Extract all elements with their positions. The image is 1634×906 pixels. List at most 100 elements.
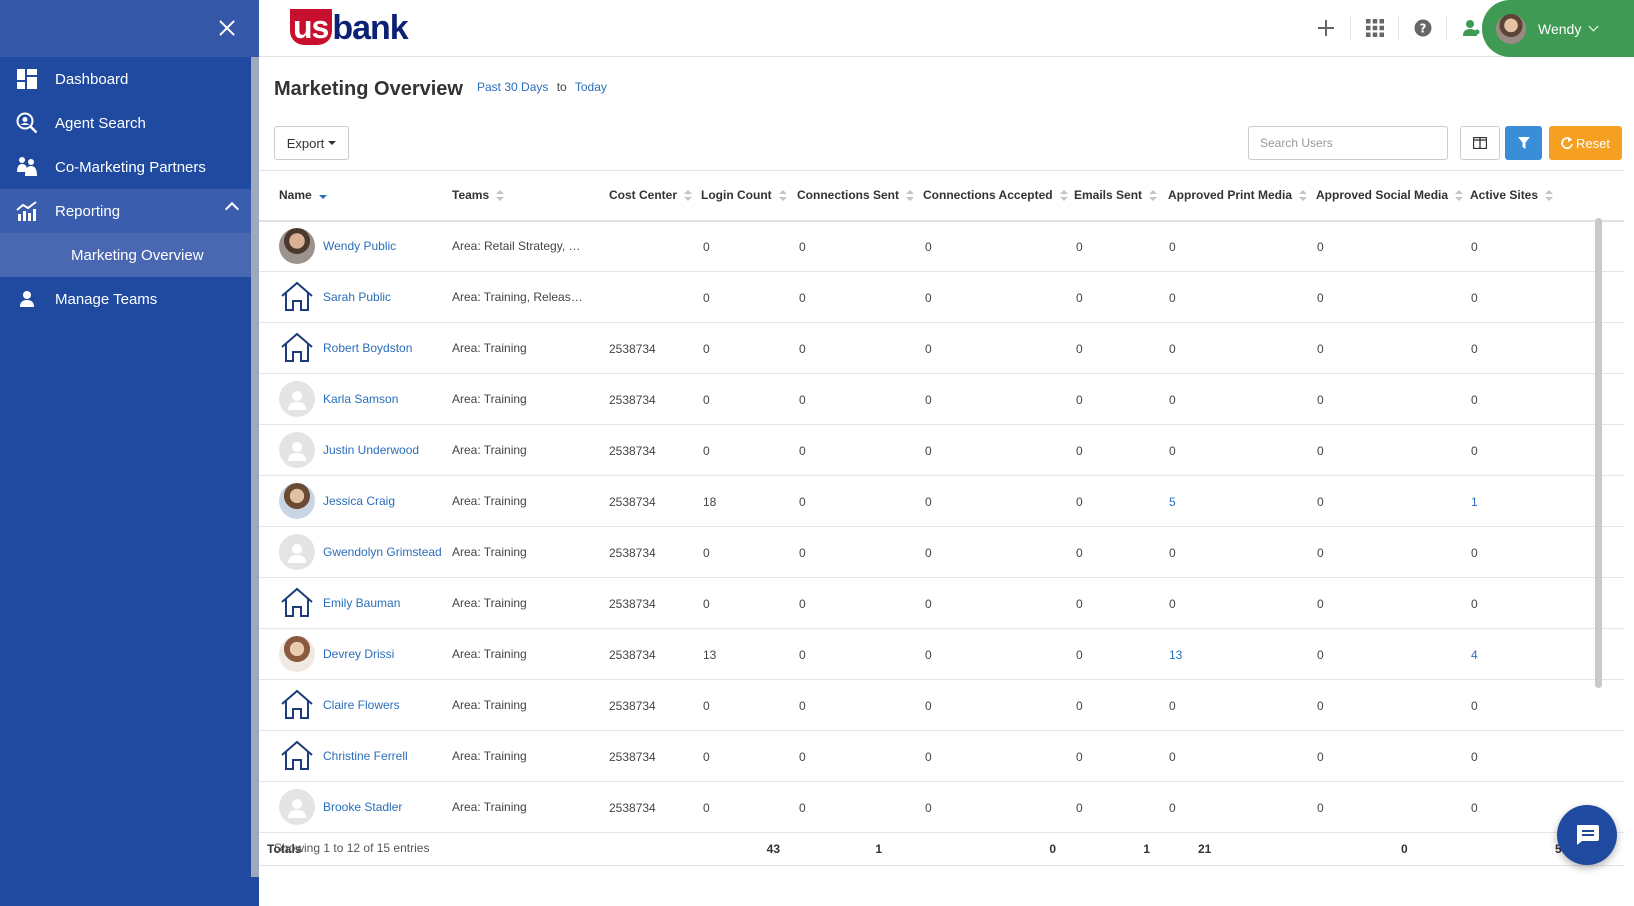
filter-icon [1517,137,1530,149]
name-cell: Gwendolyn Grimstead [259,526,447,578]
emails-sent-cell: 0 [1069,220,1163,272]
user-name-link[interactable]: Claire Flowers [323,698,400,712]
connections-sent-cell: 0 [792,679,918,731]
sidebar-scrollbar[interactable] [251,57,259,877]
approved-print-media-cell: 0 [1163,526,1311,578]
cost-center-cell: 2538734 [604,730,696,782]
sidebar-item-manage-teams[interactable]: Manage Teams [0,277,259,321]
user-name-link[interactable]: Jessica Craig [323,494,396,508]
name-cell: Robert Boydston [259,322,447,374]
table-scrollbar[interactable] [1595,218,1602,688]
column-header-active-sites[interactable]: Active Sites [1465,170,1624,222]
close-icon[interactable] [215,16,239,40]
totals-connections-sent: 1 [792,832,918,866]
user-name-link[interactable]: Wendy Public [323,239,397,254]
contacts-icon[interactable] [1446,15,1494,40]
emails-sent-cell: 0 [1069,424,1163,476]
cell-value: 0 [1471,393,1478,407]
connections-accepted-cell: 0 [918,577,1069,629]
date-from-link[interactable]: Past 30 Days [477,80,549,94]
table-row: Karla Samson Area: Training 2538734 0 0 0 0 0 0 0 [259,373,1624,425]
emails-sent-cell: 0 [1069,322,1163,374]
reset-button[interactable]: Reset [1549,126,1622,160]
connections-accepted-cell: 0 [918,526,1069,578]
usbank-logo[interactable]: us bank [290,9,409,45]
user-name-link[interactable]: Emily Bauman [323,596,401,610]
columns-button[interactable] [1460,126,1500,160]
active-sites-cell: 0 [1465,730,1624,782]
approved-print-media-cell: 0 [1163,424,1311,476]
cell-value: 0 [1317,546,1324,560]
date-to-link[interactable]: Today [574,80,607,94]
table-row: Wendy Public Area: Retail Strategy, … 0 0 0 0… [259,220,1624,272]
sidebar-item-dashboard[interactable]: Dashboard [0,57,259,101]
apps-grid-icon[interactable] [1350,15,1398,40]
name-cell-content: Justin Underwood [279,432,447,468]
approved-print-media-cell[interactable]: 13 [1163,628,1311,680]
search-users-input[interactable] [1248,126,1448,160]
name-cell: Karla Samson [259,373,447,425]
emails-sent-cell: 0 [1069,679,1163,731]
column-header-connections-sent[interactable]: Connections Sent [792,170,918,222]
cost-center-cell: 2538734 [604,424,696,476]
sort-icon [1149,190,1158,202]
user-name-link[interactable]: Christine Ferrell [323,749,408,763]
team-cell: Area: Training [447,781,604,833]
team-cell: Area: Training [447,322,604,374]
emails-sent-cell: 0 [1069,781,1163,833]
cell-value: 13 [703,648,717,662]
team-cell: Area: Training, Releas… [447,271,604,323]
name-cell: Jessica Craig [259,475,447,527]
cell-value: 0 [1076,546,1083,560]
sidebar-item-reporting[interactable]: Reporting [0,189,259,233]
chat-button[interactable] [1557,805,1617,865]
sidebar-item-co-marketing-partners[interactable]: Co-Marketing Partners [0,145,259,189]
sidebar-item-marketing-overview[interactable]: Marketing Overview [0,233,259,277]
approved-print-media-cell: 0 [1163,373,1311,425]
column-header-approved-social-media[interactable]: Approved Social Media [1311,170,1465,222]
plus-icon[interactable] [1302,16,1350,40]
approved-print-media-cell[interactable]: 5 [1163,475,1311,527]
column-header-name[interactable]: Name [259,170,447,222]
cell-value: 0 [799,342,806,356]
column-header-label: Teams [452,188,490,203]
column-header-label: Cost Center [609,188,678,203]
cell-value: 0 [1317,495,1324,509]
user-name-link[interactable]: Justin Underwood [323,443,420,457]
user-name-link[interactable]: Brooke Stadler [323,800,403,814]
filter-button[interactable] [1505,126,1542,160]
cell-value: 0 [925,801,932,815]
connections-sent-cell: 0 [792,730,918,782]
column-header-cost-center[interactable]: Cost Center [604,170,696,222]
user-name-link[interactable]: Gwendolyn Grimstead [323,545,442,559]
column-header-teams[interactable]: Teams [447,170,604,222]
date-range: Past 30 Days to Today [477,80,607,94]
table-row: Robert Boydston Area: Training 2538734 0 0 0 0… [259,322,1624,374]
team-cell: Area: Training [447,730,604,782]
column-header-login-count[interactable]: Login Count [696,170,792,222]
team-cell: Area: Training [447,679,604,731]
user-name-link[interactable]: Sarah Public [323,290,392,304]
cell-value: 0 [1471,342,1478,356]
column-header-approved-print-media[interactable]: Approved Print Media [1163,170,1311,222]
login-count-cell: 0 [696,424,792,476]
help-icon[interactable]: ? [1398,15,1446,40]
cost-center-cell: 2538734 [604,577,696,629]
sort-icon [684,190,693,202]
cost-center-cell [604,220,696,272]
column-header-connections-accepted[interactable]: Connections Accepted [918,170,1069,222]
column-header-emails-sent[interactable]: Emails Sent [1069,170,1163,222]
column-header-label: Emails Sent [1074,188,1143,203]
caret-down-icon [328,141,337,145]
user-name-link[interactable]: Robert Boydston [323,341,413,355]
user-name-link[interactable]: Devrey Drissi [323,647,395,661]
sidebar-item-agent-search[interactable]: Agent Search [0,101,259,145]
team-cell: Area: Training [447,475,604,527]
cell-value: 0 [799,801,806,815]
connections-accepted-cell: 0 [918,628,1069,680]
export-button[interactable]: Export [274,126,349,160]
user-menu[interactable]: Wendy [1482,0,1634,57]
cell-value: 0 [799,240,806,255]
user-name-link[interactable]: Karla Samson [323,392,399,406]
chevron-up-icon[interactable] [224,201,240,217]
